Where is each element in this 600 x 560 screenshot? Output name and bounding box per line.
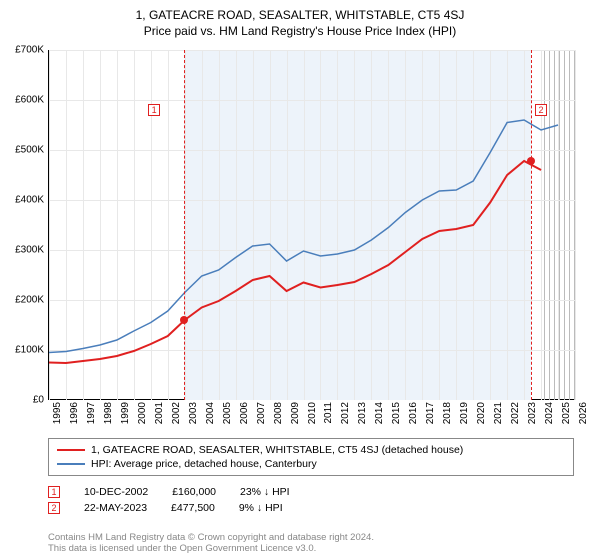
legend: 1, GATEACRE ROAD, SEASALTER, WHITSTABLE,… [48,438,574,516]
y-axis-label: £0 [33,395,44,406]
x-axis-label: 2017 [425,402,436,424]
transaction-table: 1 10-DEC-2002 £160,000 23% ↓ HPI 2 22-MA… [48,484,574,516]
marker-dot [527,157,535,165]
chart-container: 1, GATEACRE ROAD, SEASALTER, WHITSTABLE,… [0,0,600,560]
x-axis-label: 2000 [137,402,148,424]
x-axis-label: 2006 [239,402,250,424]
y-axis-label: £200K [15,295,44,306]
legend-item: 1, GATEACRE ROAD, SEASALTER, WHITSTABLE,… [57,443,565,457]
legend-swatch [57,449,85,451]
x-axis-label: 2003 [188,402,199,424]
x-axis-label: 2001 [154,402,165,424]
tx-price: £160,000 [172,486,216,498]
tx-date: 10-DEC-2002 [84,486,148,498]
y-axis-label: £600K [15,95,44,106]
marker-badge: 1 [148,104,160,116]
x-axis-label: 1998 [103,402,114,424]
x-axis-label: 1995 [52,402,63,424]
y-axis-label: £400K [15,195,44,206]
x-axis-label: 2022 [510,402,521,424]
x-axis-label: 2009 [290,402,301,424]
tx-diff: 23% ↓ HPI [240,486,290,498]
table-row: 2 22-MAY-2023 £477,500 9% ↓ HPI [48,500,574,516]
legend-label: 1, GATEACRE ROAD, SEASALTER, WHITSTABLE,… [91,444,463,456]
page-title: 1, GATEACRE ROAD, SEASALTER, WHITSTABLE,… [0,0,600,22]
tx-price: £477,500 [171,502,215,514]
x-axis-label: 2010 [307,402,318,424]
legend-item: HPI: Average price, detached house, Cant… [57,457,565,471]
table-row: 1 10-DEC-2002 £160,000 23% ↓ HPI [48,484,574,500]
x-axis-label: 1996 [69,402,80,424]
chart-area: £0£100K£200K£300K£400K£500K£600K£700K199… [48,50,574,400]
legend-swatch [57,463,85,465]
page-subtitle: Price paid vs. HM Land Registry's House … [0,22,600,38]
x-axis-label: 2025 [561,402,572,424]
x-axis-label: 2026 [578,402,589,424]
tx-diff: 9% ↓ HPI [239,502,283,514]
x-axis-label: 1999 [120,402,131,424]
x-axis-label: 2002 [171,402,182,424]
x-axis-label: 2005 [222,402,233,424]
x-axis-label: 2013 [357,402,368,424]
x-axis-label: 2018 [442,402,453,424]
y-axis-label: £700K [15,45,44,56]
x-axis-label: 2019 [459,402,470,424]
footer-line2: This data is licensed under the Open Gov… [48,543,374,554]
marker-badge: 2 [48,502,60,514]
marker-badge: 2 [535,104,547,116]
marker-badge: 1 [48,486,60,498]
x-axis-label: 2008 [273,402,284,424]
x-axis-label: 2014 [374,402,385,424]
x-axis-label: 2024 [544,402,555,424]
y-axis-label: £100K [15,345,44,356]
x-axis-label: 2020 [476,402,487,424]
x-axis-label: 2012 [340,402,351,424]
x-axis-label: 2011 [323,402,334,424]
legend-box: 1, GATEACRE ROAD, SEASALTER, WHITSTABLE,… [48,438,574,476]
plot: £0£100K£200K£300K£400K£500K£600K£700K199… [48,50,574,400]
marker-dot [180,316,188,324]
x-axis-label: 2007 [256,402,267,424]
x-axis-label: 2004 [205,402,216,424]
y-axis-label: £500K [15,145,44,156]
x-axis-label: 2021 [493,402,504,424]
x-axis-label: 2023 [527,402,538,424]
footer: Contains HM Land Registry data © Crown c… [48,532,374,554]
footer-line1: Contains HM Land Registry data © Crown c… [48,532,374,543]
y-axis-label: £300K [15,245,44,256]
legend-label: HPI: Average price, detached house, Cant… [91,458,317,470]
x-axis-label: 2015 [391,402,402,424]
x-axis-label: 1997 [86,402,97,424]
x-axis-label: 2016 [408,402,419,424]
tx-date: 22-MAY-2023 [84,502,147,514]
